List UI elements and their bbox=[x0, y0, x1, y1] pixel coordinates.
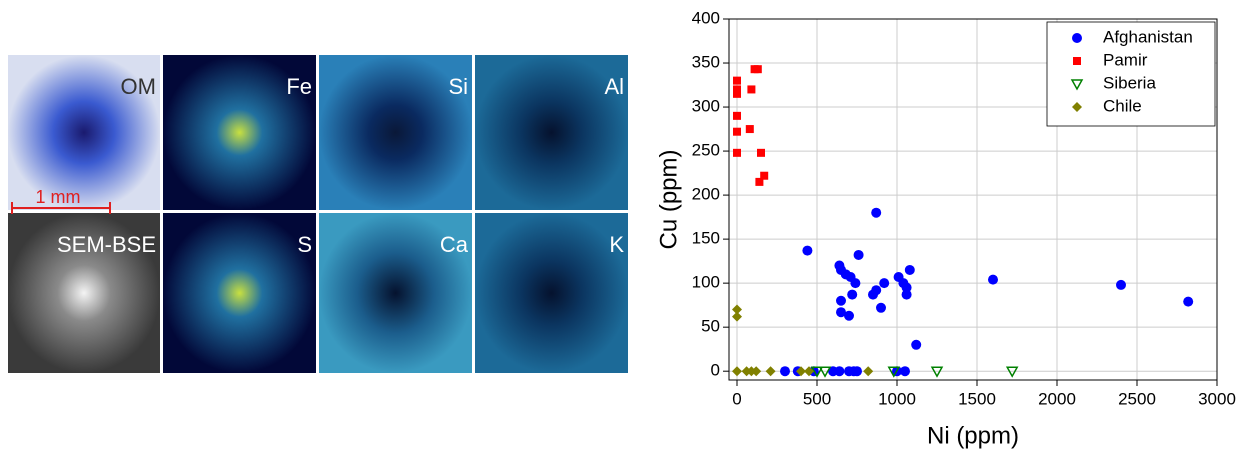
point bbox=[732, 304, 742, 315]
point bbox=[780, 366, 790, 377]
point bbox=[836, 307, 846, 318]
panel-label: OM bbox=[121, 74, 156, 99]
point bbox=[844, 310, 854, 321]
point bbox=[810, 366, 824, 378]
point bbox=[765, 366, 776, 377]
point bbox=[900, 366, 910, 377]
legend-label: Afghanistan bbox=[1103, 27, 1193, 46]
point bbox=[755, 177, 764, 186]
point bbox=[796, 366, 806, 377]
point bbox=[733, 85, 741, 94]
point bbox=[879, 278, 890, 289]
scale-bar-label: 1 mm bbox=[36, 187, 81, 207]
y-tick-label: 250 bbox=[692, 141, 720, 160]
point bbox=[853, 249, 864, 260]
x-tick-label: 0 bbox=[732, 389, 741, 408]
legend-label: Pamir bbox=[1103, 50, 1148, 69]
x-tick-label: 2500 bbox=[1118, 389, 1156, 408]
panel-image bbox=[319, 213, 472, 373]
panel-image bbox=[163, 55, 316, 210]
point bbox=[802, 245, 813, 256]
point bbox=[871, 207, 882, 218]
point bbox=[757, 148, 765, 157]
plot-frame bbox=[728, 18, 1218, 381]
panel-label: S bbox=[297, 232, 312, 257]
x-tick-label: 1500 bbox=[958, 389, 996, 408]
point bbox=[901, 282, 912, 293]
panel-label: Ca bbox=[440, 232, 469, 257]
panel-label: Si bbox=[448, 74, 468, 99]
legend-label: Chile bbox=[1103, 96, 1142, 115]
point bbox=[732, 311, 742, 322]
point bbox=[760, 171, 769, 180]
point bbox=[745, 125, 754, 134]
y-tick-label: 300 bbox=[692, 97, 720, 116]
point bbox=[911, 339, 922, 350]
point bbox=[733, 127, 741, 136]
panel-label: Fe bbox=[286, 74, 312, 99]
legend-marker bbox=[1070, 79, 1084, 91]
point bbox=[836, 264, 846, 275]
point bbox=[876, 302, 886, 313]
panel-image bbox=[163, 213, 316, 373]
point bbox=[733, 76, 741, 85]
panel-label: SEM-BSE bbox=[57, 232, 156, 257]
point bbox=[871, 285, 882, 296]
point bbox=[732, 366, 742, 377]
image-panels: OM Fe Si Al SEM-BSE S Ca K 1 mm bbox=[8, 55, 628, 373]
point bbox=[1116, 279, 1126, 290]
panel-image bbox=[319, 55, 472, 210]
point bbox=[1005, 366, 1019, 378]
point bbox=[847, 289, 858, 300]
point bbox=[733, 148, 741, 157]
point bbox=[850, 278, 861, 289]
panel-label: K bbox=[609, 232, 624, 257]
y-tick-label: 50 bbox=[701, 317, 720, 336]
point bbox=[733, 89, 741, 98]
panel-image bbox=[8, 55, 160, 210]
y-tick-label: 350 bbox=[692, 53, 720, 72]
point bbox=[852, 366, 862, 377]
point bbox=[887, 366, 901, 378]
point bbox=[1183, 296, 1194, 307]
point bbox=[804, 366, 814, 377]
chart: 0 500 1000 1500 2000 2500 3000 0 50 100 150 200 250 3… bbox=[655, 8, 1236, 449]
x-tick-label: 3000 bbox=[1198, 389, 1236, 408]
y-tick-label: 150 bbox=[692, 229, 720, 248]
point bbox=[901, 289, 912, 300]
point bbox=[818, 366, 832, 378]
panel-image bbox=[475, 55, 628, 210]
point bbox=[988, 274, 998, 285]
panel-image bbox=[475, 213, 628, 373]
point bbox=[836, 295, 846, 306]
x-tick-label: 2000 bbox=[1038, 389, 1076, 408]
x-tick-label: 500 bbox=[803, 389, 831, 408]
y-tick-label: 400 bbox=[692, 8, 720, 27]
y-axis-label: Cu (ppm) bbox=[655, 149, 682, 249]
panel-label: Al bbox=[604, 74, 624, 99]
point bbox=[863, 366, 874, 377]
x-axis-label: Ni (ppm) bbox=[927, 422, 1019, 449]
point bbox=[930, 366, 944, 378]
y-tick-label: 100 bbox=[692, 273, 720, 292]
x-tick-label: 1000 bbox=[878, 389, 916, 408]
point bbox=[834, 366, 845, 377]
panel-image bbox=[8, 213, 160, 373]
legend-marker bbox=[1072, 102, 1082, 112]
y-tick-label: 200 bbox=[692, 185, 720, 204]
point bbox=[753, 65, 762, 74]
legend-marker bbox=[1073, 57, 1081, 65]
y-tick-label: 0 bbox=[711, 361, 720, 380]
point bbox=[747, 85, 756, 94]
point bbox=[733, 111, 741, 120]
point bbox=[751, 366, 762, 377]
point bbox=[904, 264, 915, 275]
legend-marker bbox=[1072, 33, 1082, 43]
legend-label: Siberia bbox=[1103, 73, 1156, 92]
